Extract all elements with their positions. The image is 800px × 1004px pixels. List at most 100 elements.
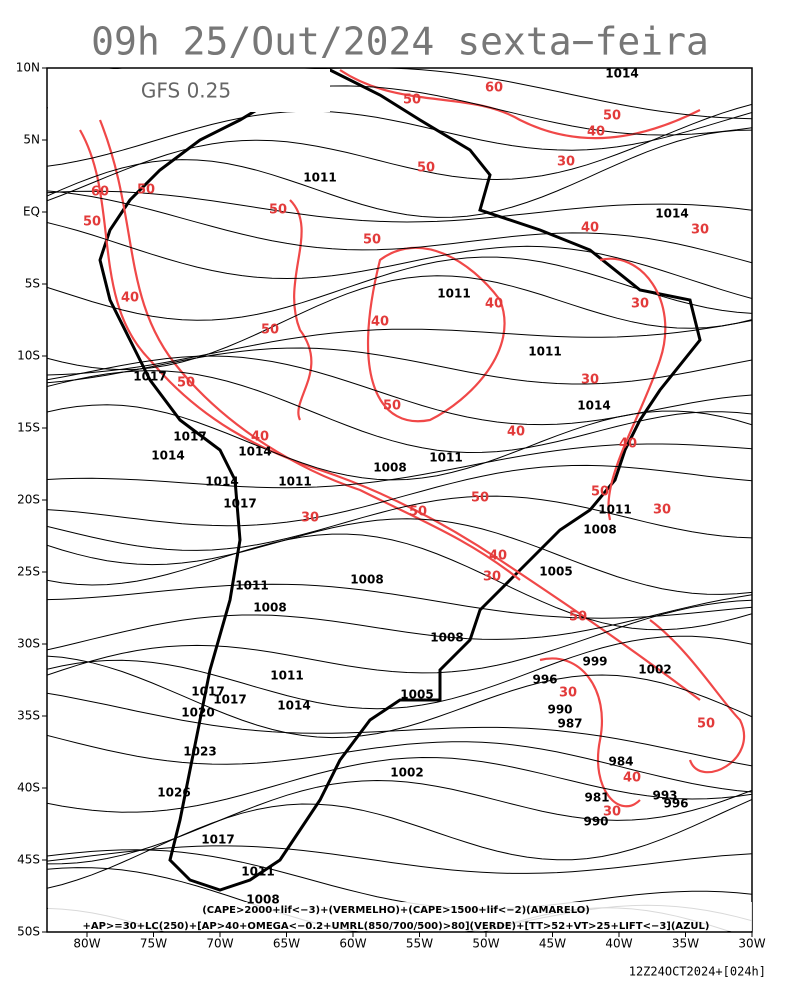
footer-timestamp: 12Z24OCT2024+[024h] xyxy=(629,965,766,979)
isobar-label: 1014 xyxy=(277,699,310,713)
streamline xyxy=(47,190,752,264)
cape-label: 40 xyxy=(619,437,637,452)
cape-label: 30 xyxy=(559,686,577,701)
isobar-label: 1011 xyxy=(278,475,311,489)
lat-label: 20S xyxy=(17,493,40,507)
isobar-label: 1014 xyxy=(151,449,184,463)
streamline xyxy=(47,599,752,676)
legend-box xyxy=(48,902,752,931)
isobar-label: 1011 xyxy=(598,503,631,517)
isobar-label: 1005 xyxy=(539,565,572,579)
cape-label: 50 xyxy=(383,399,401,414)
isobar-label: 1014 xyxy=(605,67,638,81)
isobar-label: 1011 xyxy=(303,171,336,185)
lon-label: 65W xyxy=(273,937,300,951)
streamline xyxy=(47,635,752,710)
cape-label: 60 xyxy=(485,81,503,96)
isobar-label: 1008 xyxy=(430,631,463,645)
streamline xyxy=(47,845,752,874)
streamline xyxy=(47,655,752,739)
streamline xyxy=(47,103,752,202)
cape-label: 40 xyxy=(485,297,503,312)
model-label: GFS 0.25 xyxy=(141,79,231,103)
isobar-label: 1008 xyxy=(373,461,406,475)
legend-line: (CAPE>2000+lif<−3)+(VERMELHO)+(CAPE>1500… xyxy=(202,905,590,916)
lon-label: 75W xyxy=(140,937,167,951)
legend-line: +AP>=30+LC(250)+[AP>40+OMEGA<−0.2+UMRL(8… xyxy=(82,921,709,932)
lon-label: 80W xyxy=(73,937,100,951)
isobar-label: 1008 xyxy=(253,601,286,615)
streamline xyxy=(47,779,752,865)
isobar-label: 1014 xyxy=(205,475,238,489)
streamline xyxy=(47,533,752,631)
lon-label: 35W xyxy=(672,937,699,951)
cape-label: 40 xyxy=(507,425,525,440)
streamline xyxy=(47,370,752,454)
streamline xyxy=(47,320,752,376)
lon-label: 60W xyxy=(339,937,366,951)
isobar-label: 1011 xyxy=(528,345,561,359)
cape-label: 50 xyxy=(363,233,381,248)
streamline xyxy=(47,464,752,527)
isobar-label: 1017 xyxy=(191,685,224,699)
cape-label: 50 xyxy=(409,505,427,520)
lon-label: 70W xyxy=(206,937,233,951)
isobar-label: 1008 xyxy=(246,893,279,907)
streamline xyxy=(47,799,752,889)
cape-label: 50 xyxy=(403,93,421,108)
isobar-label: 1017 xyxy=(173,430,206,444)
lat-label: 40S xyxy=(17,781,40,795)
lon-label: 55W xyxy=(406,937,433,951)
lat-label: 25S xyxy=(17,565,40,579)
lat-label: 50S xyxy=(17,925,40,939)
cape-label: 50 xyxy=(603,109,621,124)
isobar-label: 990 xyxy=(547,703,572,717)
lat-label: 5S xyxy=(25,277,40,291)
isobar-label: 1011 xyxy=(429,451,462,465)
isobar-label: 1011 xyxy=(241,865,274,879)
isobar-label: 993 xyxy=(652,789,677,803)
lat-label: 45S xyxy=(17,853,40,867)
isobar-label: 1017 xyxy=(223,497,256,511)
isobar-label: 990 xyxy=(583,815,608,829)
lat-label: 35S xyxy=(17,709,40,723)
cape-label: 50 xyxy=(569,610,587,625)
lon-label: 40W xyxy=(605,937,632,951)
isobar-label: 984 xyxy=(608,755,633,769)
cape-label: 40 xyxy=(371,315,389,330)
cape-label: 40 xyxy=(581,221,599,236)
streamline xyxy=(47,404,752,481)
cape-label: 40 xyxy=(587,125,605,140)
cape-label: 50 xyxy=(261,323,279,338)
lat-label: EQ xyxy=(23,205,40,219)
isobar-label: 1011 xyxy=(270,669,303,683)
isobar-label: 1020 xyxy=(181,706,214,720)
lat-label: 10S xyxy=(17,349,40,363)
map-frame xyxy=(46,67,753,933)
lon-label: 30W xyxy=(738,937,765,951)
streamline xyxy=(47,443,752,489)
streamline xyxy=(47,222,752,299)
isobar-label: 987 xyxy=(557,717,582,731)
isobar-label: 1002 xyxy=(390,766,423,780)
cape-label: 30 xyxy=(691,223,709,238)
streamline xyxy=(47,518,752,595)
isobar-label: 1014 xyxy=(577,399,610,413)
cape-label: 60 xyxy=(91,185,109,200)
cape-label: 50 xyxy=(269,203,287,218)
streamline xyxy=(47,734,752,793)
streamline xyxy=(47,275,752,371)
map-body xyxy=(47,68,752,932)
streamline xyxy=(47,110,752,167)
streamline xyxy=(47,849,752,910)
cape-label: 50 xyxy=(471,491,489,506)
streamline xyxy=(47,190,752,223)
isobar-label: 1008 xyxy=(583,523,616,537)
lat-label: 30S xyxy=(17,637,40,651)
streamline xyxy=(47,347,752,385)
cape-label: 50 xyxy=(83,215,101,230)
streamline xyxy=(47,692,752,767)
cape-contours xyxy=(79,69,746,808)
cape-label: 50 xyxy=(137,183,155,198)
isobar-label: 981 xyxy=(584,791,609,805)
